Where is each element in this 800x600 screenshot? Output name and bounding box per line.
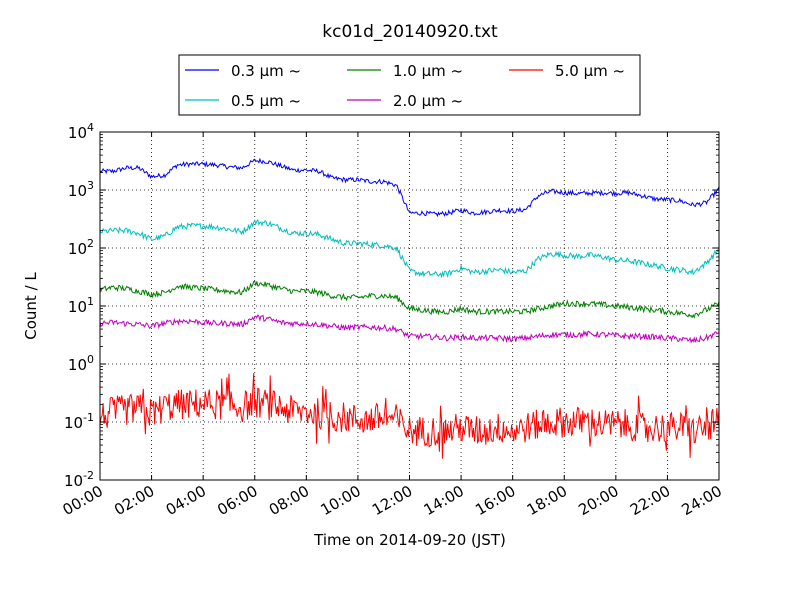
x-tick-label: 24:00 (679, 482, 725, 519)
x-tick-label: 22:00 (627, 482, 673, 519)
y-tick-label: 102 (68, 237, 94, 258)
series-lines (99, 157, 720, 459)
y-tick-label: 10-1 (64, 411, 94, 432)
legend-label: 5.0 µm ~ (555, 62, 625, 80)
y-axis-label: Count / L (22, 272, 40, 340)
x-tick-label: 10:00 (317, 482, 363, 519)
y-tick-label: 103 (68, 179, 94, 200)
legend-label: 0.5 µm ~ (231, 92, 301, 110)
x-tick-label: 06:00 (214, 482, 260, 519)
x-tick-label: 02:00 (111, 482, 157, 519)
series-line (99, 372, 720, 459)
series-line (99, 314, 720, 344)
legend: 0.3 µm ~ 0.5 µm ~ 1.0 µm ~ 2.0 µm ~ 5.0 µm ~ (178, 54, 641, 116)
x-tick-label: 16:00 (472, 482, 518, 519)
series-line (99, 157, 720, 218)
y-tick-label: 101 (68, 295, 94, 316)
x-tick-label: 20:00 (575, 482, 621, 519)
y-tick-label: 104 (68, 121, 94, 142)
x-tick-label: 12:00 (369, 482, 415, 519)
legend-label: 1.0 µm ~ (393, 62, 463, 80)
x-tick-label: 04:00 (163, 482, 209, 519)
y-axis-ticks: 10-2 10-1 100 101 102 103 104 (64, 121, 719, 490)
x-tick-label: 08:00 (266, 482, 312, 519)
legend-box (178, 54, 641, 116)
x-axis-label: Time on 2014-09-20 (JST) (313, 531, 506, 549)
x-tick-label: 14:00 (421, 482, 467, 519)
chart-title: kc01d_20140920.txt (322, 22, 498, 42)
series-line (99, 280, 720, 319)
y-tick-label: 100 (68, 353, 94, 374)
legend-label: 2.0 µm ~ (393, 92, 463, 110)
series-line (99, 218, 720, 279)
x-tick-label: 18:00 (524, 482, 570, 519)
legend-label: 0.3 µm ~ (231, 62, 301, 80)
y-tick-label: 10-2 (64, 469, 94, 490)
